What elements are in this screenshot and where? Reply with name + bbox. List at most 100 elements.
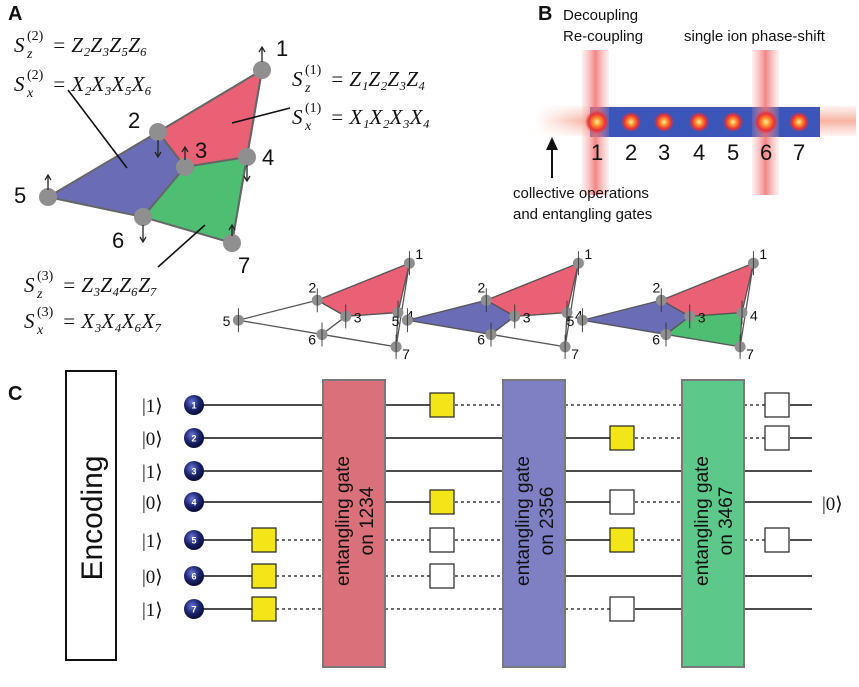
- phase-shift-box: [429, 489, 455, 515]
- stabilizer-s1-x: S x (1) = X₁X₂X₃X₄: [292, 101, 430, 134]
- mini-edge: [739, 263, 755, 347]
- qubit-label-5: 5: [14, 183, 26, 208]
- phase-shift-box: [251, 596, 277, 622]
- svg-text:= X₃X₄X₆X₇: = X₃X₄X₆X₇: [62, 309, 162, 333]
- entangling-gate-2: entangling gate on 2356: [502, 379, 566, 668]
- mini-label-3: 3: [698, 309, 706, 325]
- up-arrow-icon: [546, 137, 558, 150]
- ion-2: [621, 112, 641, 132]
- mini-label-7: 7: [746, 346, 754, 362]
- mini-label-4: 4: [750, 308, 758, 324]
- qubit-label-7: 7: [238, 253, 250, 278]
- svg-text:(3): (3): [37, 269, 54, 284]
- mini-label-5: 5: [223, 313, 231, 329]
- svg-text:(3): (3): [37, 305, 54, 320]
- qubit-node-4: [238, 148, 256, 166]
- ion-3: [654, 112, 674, 132]
- svg-text:5: 5: [191, 536, 196, 546]
- pointer-line-s3: [157, 224, 206, 268]
- svg-text:(1): (1): [305, 63, 322, 78]
- svg-text:z: z: [304, 81, 311, 96]
- decoupling-box: [764, 392, 790, 418]
- qubit-label-6: 6: [112, 228, 124, 253]
- qubit-label-4: 4: [262, 145, 274, 170]
- svg-text:= Z₂Z₃Z₅Z₆: = Z₂Z₃Z₅Z₆: [52, 33, 147, 57]
- input-ket-4: |0⟩: [142, 493, 163, 514]
- svg-text:(1): (1): [305, 101, 322, 116]
- stabilizer-s1-z: S z (1) = Z₁Z₂Z₃Z₄: [292, 63, 425, 96]
- mini-label-3: 3: [523, 309, 531, 325]
- phase-shift-label: single ion phase-shift: [684, 28, 826, 45]
- panel-label-c: C: [8, 383, 22, 405]
- mini-edge: [395, 263, 411, 347]
- phase-shift-box: [609, 527, 635, 553]
- input-ket-7: |1⟩: [142, 600, 163, 621]
- stabilizer-s2-z: S z (2) = Z₂Z₃Z₅Z₆: [14, 29, 147, 62]
- encoding-box: Encoding: [65, 370, 117, 661]
- svg-text:on 1234: on 1234: [357, 486, 378, 555]
- svg-text:x: x: [36, 323, 44, 338]
- svg-text:z: z: [26, 47, 33, 62]
- svg-text:3: 3: [658, 140, 670, 165]
- svg-text:S: S: [292, 105, 303, 129]
- mini-label-2: 2: [477, 279, 485, 295]
- color-code-triangle: 1 2 3 4 5 6 7: [14, 36, 291, 278]
- svg-text:6: 6: [760, 140, 772, 165]
- input-ket-3: |1⟩: [142, 462, 163, 483]
- qubit-label-1: 1: [276, 36, 288, 61]
- ion-4: [689, 112, 709, 132]
- svg-text:= X₁X₂X₃X₄: = X₁X₂X₃X₄: [330, 105, 430, 129]
- svg-text:2: 2: [625, 140, 637, 165]
- svg-text:4: 4: [191, 498, 196, 508]
- svg-text:4: 4: [693, 140, 705, 165]
- stabilizer-s3-x: S x (3) = X₃X₄X₆X₇: [24, 305, 162, 338]
- svg-text:7: 7: [191, 605, 196, 615]
- decoupling-box: [429, 563, 455, 589]
- svg-text:= Z₁Z₂Z₃Z₄: = Z₁Z₂Z₃Z₄: [330, 67, 425, 91]
- svg-text:(2): (2): [27, 68, 44, 83]
- spin-arrows: [44, 45, 266, 244]
- ion-badge-5: 5: [184, 530, 204, 550]
- svg-text:x: x: [26, 86, 34, 101]
- svg-text:= Z₃Z₄Z₆Z₇: = Z₃Z₄Z₆Z₇: [62, 273, 157, 297]
- mini-edge: [564, 263, 580, 347]
- mini-label-1: 1: [759, 246, 767, 262]
- svg-text:S: S: [292, 67, 303, 91]
- svg-text:1: 1: [591, 140, 603, 165]
- mini-label-1: 1: [584, 246, 592, 262]
- qubit-label-3: 3: [195, 138, 207, 163]
- pointer-line-s1: [231, 107, 291, 124]
- ion-5: [723, 112, 743, 132]
- svg-text:S: S: [14, 33, 25, 57]
- mini-label-5: 5: [392, 313, 400, 329]
- svg-text:on 2356: on 2356: [537, 487, 558, 556]
- entangling-gate-1: entangling gate on 1234: [322, 379, 386, 668]
- svg-text:x: x: [304, 119, 312, 134]
- qubit-node-6: [134, 208, 152, 226]
- decoupling-box: [609, 489, 635, 515]
- ion-badge-3: 3: [184, 461, 204, 481]
- mini-label-1: 1: [415, 246, 423, 262]
- ions: [585, 110, 809, 134]
- input-ket-6: |0⟩: [142, 567, 163, 588]
- collective-label-2: and entangling gates: [513, 206, 652, 223]
- panel-label-a: A: [8, 3, 22, 25]
- svg-text:on 3467: on 3467: [716, 487, 737, 556]
- mini-label-6: 6: [477, 331, 485, 347]
- decoupling-box: [609, 596, 635, 622]
- quantum-circuit: |1⟩ 1 |0⟩ 2 |1⟩ 3 |0⟩ 4 |1⟩ 5 |0⟩ 6 |1⟩ 7 entangling g…: [142, 379, 843, 668]
- input-ket-1: |1⟩: [142, 396, 163, 417]
- pointer-line-s2: [67, 89, 128, 169]
- mini-label-6: 6: [308, 331, 316, 347]
- ion-numbers: 1 2 3 4 5 6 7: [591, 140, 805, 165]
- mini-label-2: 2: [652, 279, 660, 295]
- ion-1: [585, 110, 609, 134]
- ion-trap-diagram: 1 2 3 4 5 6 7: [536, 50, 856, 195]
- phase-shift-box: [609, 425, 635, 451]
- input-ket-5: |1⟩: [142, 531, 163, 552]
- mini-label-7: 7: [571, 346, 579, 362]
